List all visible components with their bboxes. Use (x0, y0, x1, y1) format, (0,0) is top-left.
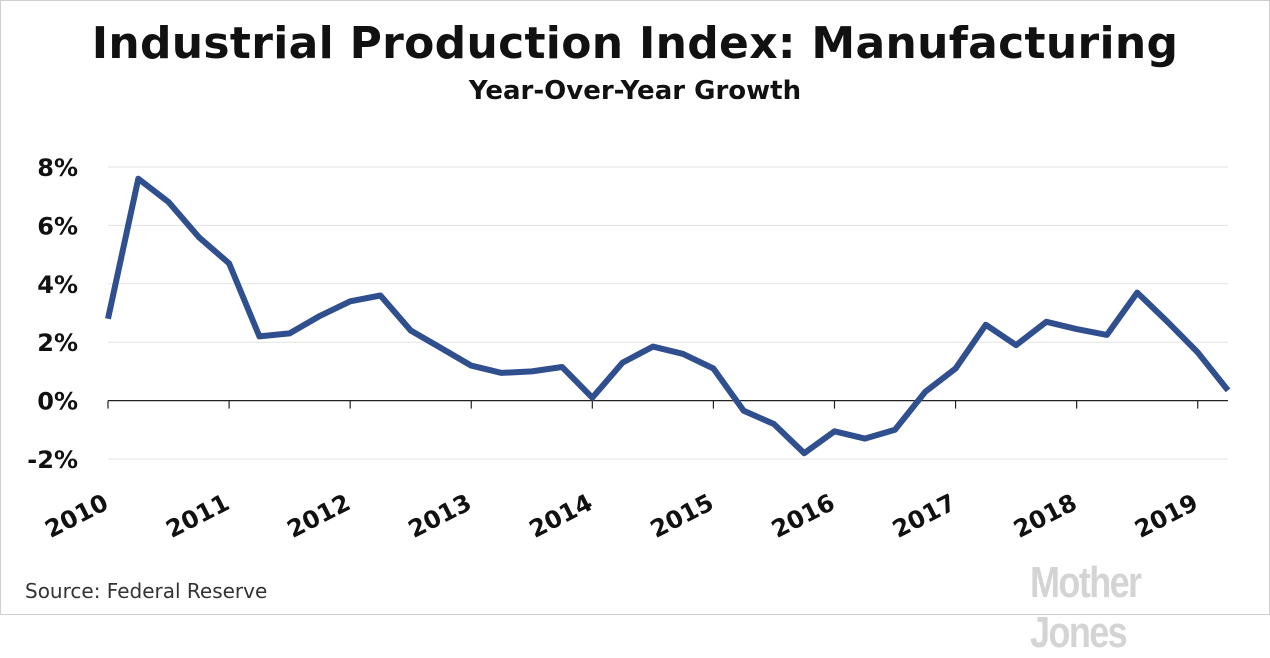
x-axis-ticks: 2010 2011 2012 2013 2014 2015 2016 2017 2018 2019 (40, 488, 1202, 543)
y-tick-label: 2% (37, 329, 78, 357)
x-tick-label: 2018 (1009, 488, 1081, 543)
y-tick-label: 8% (37, 154, 78, 182)
x-tick-label: 2011 (162, 488, 234, 543)
y-tick-label: 6% (37, 212, 78, 240)
axes (108, 401, 1228, 409)
y-tick-label: 0% (37, 388, 78, 416)
x-tick-label: 2017 (888, 488, 960, 543)
x-tick-label: 2012 (283, 488, 355, 543)
mother-jones-logo: Mother Jones (1030, 558, 1227, 658)
y-tick-label: 4% (37, 271, 78, 299)
x-tick-label: 2015 (646, 488, 718, 543)
x-tick-label: 2013 (404, 488, 476, 543)
gridlines (108, 167, 1228, 459)
x-tick-label: 2010 (40, 488, 112, 543)
x-tick-label: 2014 (525, 488, 597, 543)
series-line (108, 179, 1228, 454)
series-group (108, 179, 1228, 454)
x-tick-label: 2019 (1130, 488, 1202, 543)
y-tick-label: -2% (27, 446, 78, 474)
x-tick-label: 2016 (767, 488, 839, 543)
source-note: Source: Federal Reserve (25, 579, 267, 603)
y-axis-ticks: 8% 6% 4% 2% 0% -2% (27, 154, 78, 474)
